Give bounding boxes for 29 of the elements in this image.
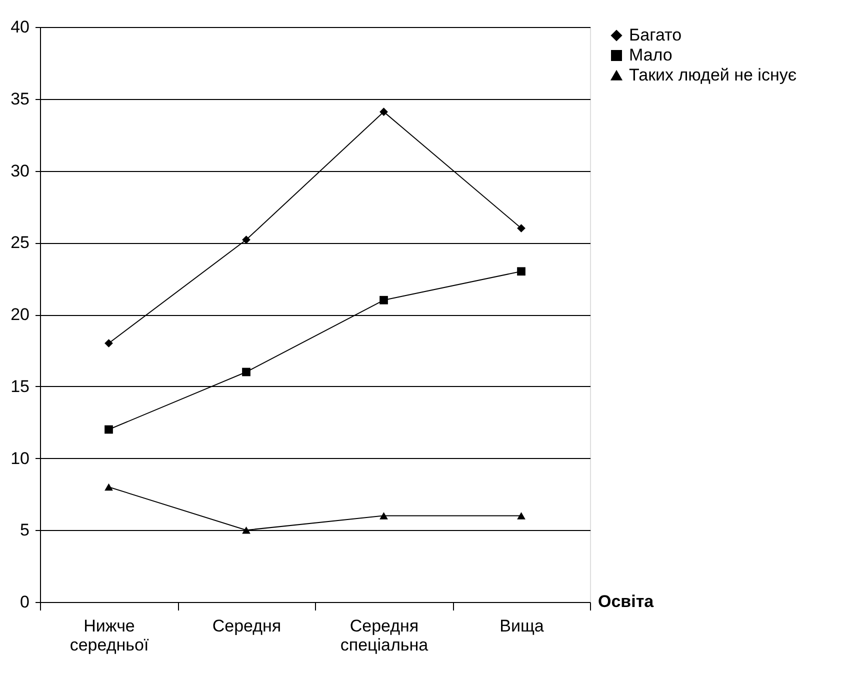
point — [380, 108, 388, 116]
y-tick-label: 0 — [20, 592, 30, 612]
x-tick-label: Середня — [212, 616, 282, 636]
x-tick-label: Середня спеціальна — [340, 616, 429, 654]
point — [517, 512, 526, 520]
x-tick-label: Вища — [500, 616, 544, 636]
y-tick-label: 20 — [10, 305, 30, 324]
y-tick-label: 35 — [10, 89, 30, 108]
y-tick-label: 5 — [20, 520, 30, 540]
point — [242, 236, 250, 244]
x-axis-title: Освіта — [598, 592, 654, 611]
point — [104, 425, 113, 434]
legend-label: Таких людей не існує — [629, 66, 797, 84]
y-tick-label: 30 — [10, 161, 30, 180]
point — [380, 296, 388, 304]
point — [380, 512, 388, 520]
point — [104, 483, 113, 491]
y-tick-label: 40 — [10, 18, 30, 36]
legend-label: Багато — [629, 26, 682, 44]
x-tick-label: Нижче середньої — [70, 616, 149, 654]
point — [242, 368, 250, 376]
y-tick-label: 25 — [10, 233, 30, 252]
y-tick-label: 15 — [10, 376, 30, 396]
point — [242, 526, 250, 534]
point — [517, 224, 526, 232]
legend-label: Мало — [629, 46, 672, 64]
point — [517, 267, 526, 276]
y-tick-label: 10 — [10, 448, 30, 468]
point — [104, 339, 113, 348]
